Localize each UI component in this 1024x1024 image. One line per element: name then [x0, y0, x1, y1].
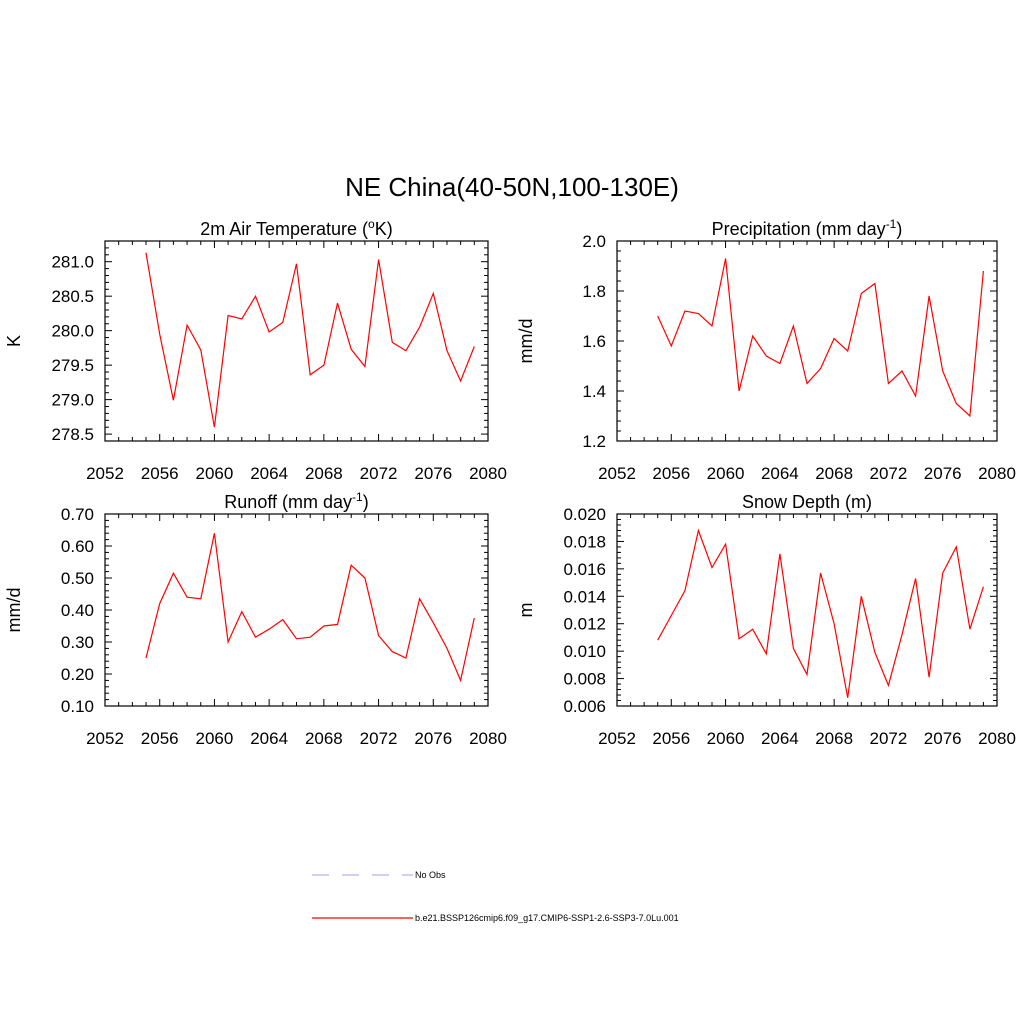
y-tick-label: 0.10 — [61, 697, 94, 716]
x-tick-label: 2056 — [141, 464, 179, 483]
x-tick-label: 2072 — [360, 729, 398, 748]
x-tick-label: 2060 — [196, 729, 234, 748]
series-line-0 — [657, 528, 984, 698]
y-tick-label: 0.30 — [61, 633, 94, 652]
x-tick-label: 2072 — [360, 464, 398, 483]
y-axis-label: mm/d — [516, 319, 536, 364]
x-tick-label: 2068 — [305, 464, 343, 483]
y-tick-label: 0.40 — [61, 601, 94, 620]
x-tick-label: 2080 — [469, 464, 507, 483]
y-tick-label: 279.5 — [51, 356, 94, 375]
panel-title-main: Snow Depth (m) — [742, 492, 872, 512]
y-tick-label: 0.016 — [563, 560, 606, 579]
x-tick-label: 2076 — [924, 464, 962, 483]
series-line-0 — [145, 252, 475, 428]
series-line-0 — [657, 258, 984, 418]
panel-1: Precipitation (mm day-1) 2052 2056 2060 2064… — [516, 217, 1016, 483]
x-tick-label: 2052 — [86, 464, 124, 483]
panel-title-main: Precipitation (mm day — [712, 219, 886, 239]
x-tick-label: 2064 — [761, 464, 799, 483]
plot-frame — [104, 240, 489, 442]
y-tick-label: 2.0 — [582, 232, 606, 251]
x-tick-label: 2056 — [141, 729, 179, 748]
x-tick-label: 2064 — [250, 729, 288, 748]
y-tick-label: 1.4 — [582, 382, 606, 401]
panel-title: 2m Air Temperature (oK) — [200, 217, 392, 239]
y-tick-label: 0.010 — [563, 642, 606, 661]
panel-title: Runoff (mm day-1) — [224, 490, 368, 512]
y-tick-label: 0.006 — [563, 697, 606, 716]
x-tick-label: 2080 — [978, 729, 1016, 748]
panel-title: Precipitation (mm day-1) — [712, 217, 903, 239]
panel-title-tail: K) — [375, 219, 393, 239]
x-tick-label: 2060 — [707, 464, 745, 483]
panel-0: 2m Air Temperature (oK) 2052 2056 2060 2064 2… — [4, 217, 507, 483]
x-tick-label: 2052 — [598, 729, 636, 748]
panel-title: Snow Depth (m) — [742, 492, 872, 512]
y-tick-label: 0.70 — [61, 505, 94, 524]
x-tick-label: 2060 — [196, 464, 234, 483]
y-axis-label: mm/d — [4, 588, 24, 633]
y-tick-label: 1.2 — [582, 432, 606, 451]
x-tick-label: 2064 — [761, 729, 799, 748]
legend-label-1: b.e21.BSSP126cmip6.f09_g17.CMIP6-SSP1-2.… — [415, 913, 679, 923]
y-tick-label: 281.0 — [51, 253, 94, 272]
y-tick-label: 1.6 — [582, 332, 606, 351]
figure-title: NE China(40-50N,100-130E) — [345, 172, 679, 202]
x-tick-label: 2076 — [414, 729, 452, 748]
y-tick-label: 280.0 — [51, 322, 94, 341]
x-tick-label: 2068 — [305, 729, 343, 748]
y-tick-label: 0.020 — [563, 505, 606, 524]
y-tick-label: 0.20 — [61, 665, 94, 684]
y-tick-label: 0.50 — [61, 569, 94, 588]
legend: No Obs b.e21.BSSP126cmip6.f09_g17.CMIP6-S… — [312, 870, 679, 923]
panel-title-tail: ) — [363, 492, 369, 512]
y-axis-label: m — [516, 603, 536, 618]
legend-label-0: No Obs — [415, 870, 446, 880]
y-tick-label: 0.018 — [563, 532, 606, 551]
y-tick-label: 1.8 — [582, 282, 606, 301]
y-tick-label: 0.008 — [563, 670, 606, 689]
y-axis-label: K — [4, 335, 24, 347]
panel-2: Runoff (mm day-1) 2052 2056 2060 2064 2068 207… — [4, 490, 507, 748]
panel-3: Snow Depth (m) 2052 2056 2060 2064 2068 2072 20… — [516, 492, 1016, 748]
y-tick-label: 0.012 — [563, 615, 606, 634]
x-tick-label: 2080 — [978, 464, 1016, 483]
x-tick-label: 2068 — [815, 464, 853, 483]
panel-title-tail: ) — [896, 219, 902, 239]
panel-title-main: 2m Air Temperature ( — [200, 219, 368, 239]
x-tick-label: 2068 — [815, 729, 853, 748]
y-tick-label: 278.5 — [51, 425, 94, 444]
x-tick-label: 2076 — [924, 729, 962, 748]
x-tick-label: 2052 — [86, 729, 124, 748]
x-tick-label: 2072 — [870, 464, 908, 483]
panel-title-sup: -1 — [886, 217, 897, 231]
x-tick-label: 2080 — [469, 729, 507, 748]
x-tick-label: 2056 — [652, 729, 690, 748]
plot-frame — [616, 240, 998, 442]
y-tick-label: 280.5 — [51, 287, 94, 306]
x-tick-label: 2076 — [414, 464, 452, 483]
x-tick-label: 2060 — [707, 729, 745, 748]
panel-grid: 2m Air Temperature (oK)2052 2056 2060 2064 2… — [4, 217, 1016, 748]
y-tick-label: 0.60 — [61, 537, 94, 556]
series-line-0 — [145, 533, 475, 683]
y-tick-label: 279.0 — [51, 391, 94, 410]
panel-title-main: Runoff (mm day — [224, 492, 352, 512]
y-tick-label: 0.014 — [563, 587, 606, 606]
x-tick-label: 2072 — [870, 729, 908, 748]
x-tick-label: 2064 — [250, 464, 288, 483]
panel-title-sup: -1 — [352, 490, 363, 504]
panel-title-sup: o — [368, 217, 375, 231]
plot-frame — [104, 513, 489, 707]
x-tick-label: 2056 — [652, 464, 690, 483]
x-tick-label: 2052 — [598, 464, 636, 483]
